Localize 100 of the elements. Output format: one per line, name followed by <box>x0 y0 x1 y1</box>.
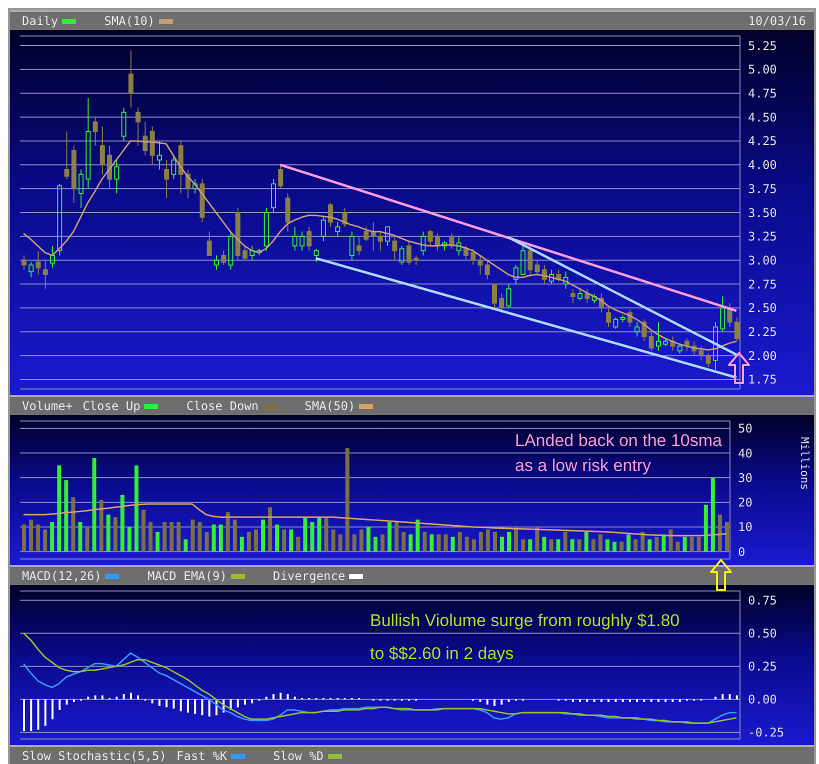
bar <box>72 699 75 702</box>
y-tick-label: 3.25 <box>748 230 777 244</box>
candlestick <box>128 50 134 108</box>
bar <box>380 534 385 552</box>
y-tick-label: 2.50 <box>748 301 777 316</box>
bar <box>296 536 300 552</box>
bar <box>598 534 602 552</box>
bar <box>186 699 189 713</box>
annotation: Bullish Violume surge from roughly $1.80 to $$2.60 in 2 days <box>370 610 681 665</box>
candlestick <box>78 169 84 208</box>
bar <box>556 539 560 552</box>
y-tick-label: 4.00 <box>748 158 777 172</box>
bar <box>678 699 681 702</box>
y-tick-label: -0.25 <box>748 726 784 740</box>
bar <box>572 699 574 702</box>
legend-label: Close Down <box>186 399 259 413</box>
bar <box>120 494 124 552</box>
bar <box>151 699 154 704</box>
candlestick <box>712 322 718 370</box>
legend-label: Close Up <box>82 399 140 413</box>
candlestick <box>50 245 56 268</box>
bar <box>265 696 268 700</box>
candlestick <box>86 98 91 190</box>
bar <box>614 699 617 702</box>
bar <box>608 699 610 702</box>
bar <box>648 539 652 552</box>
bar <box>303 517 308 552</box>
bar <box>662 534 666 552</box>
bar <box>486 699 488 705</box>
bar <box>226 512 230 552</box>
bar <box>282 529 286 552</box>
bar <box>366 526 370 552</box>
bar <box>359 529 364 552</box>
bar <box>593 699 596 702</box>
line-series <box>22 632 738 724</box>
bar <box>612 542 616 552</box>
bar <box>37 699 40 730</box>
text: Slow Stochastic(5,5) <box>22 749 166 763</box>
candlestick <box>221 250 226 266</box>
bar <box>22 524 26 552</box>
bar <box>116 696 118 700</box>
y-tick-label: 5.25 <box>748 38 777 53</box>
candlestick <box>563 271 568 290</box>
bar <box>137 695 140 700</box>
candlestick <box>420 231 426 256</box>
bar <box>620 542 624 552</box>
y-tick-label: 10 <box>738 520 752 534</box>
bar <box>422 532 427 552</box>
bar <box>464 536 469 552</box>
line-series <box>22 503 728 536</box>
text: 10/03/16 <box>748 14 806 28</box>
bar <box>324 517 328 552</box>
candlestick <box>164 160 170 199</box>
legend-label: SMA(10) <box>104 14 155 28</box>
bar <box>676 542 680 552</box>
legend-label: Slow %D <box>273 749 324 763</box>
candlestick <box>335 222 340 237</box>
bar <box>148 522 153 552</box>
bar <box>563 532 568 552</box>
bar <box>724 522 729 552</box>
bar <box>172 699 175 709</box>
bar <box>113 517 118 552</box>
bar <box>101 695 104 700</box>
bar <box>240 536 244 552</box>
bar <box>289 529 294 552</box>
bar <box>251 699 254 704</box>
bar <box>338 534 342 552</box>
y-tick-label: 3.00 <box>748 253 777 268</box>
legend-label: Fast %K <box>176 749 228 763</box>
bar <box>549 539 554 552</box>
y-tick-label: 20 <box>738 496 752 510</box>
bar <box>162 522 167 552</box>
bar <box>29 520 34 552</box>
bar <box>600 699 602 702</box>
bar <box>634 539 638 552</box>
bar <box>36 524 40 552</box>
candlestick <box>720 296 726 332</box>
candlestick <box>549 269 554 285</box>
bar <box>643 699 646 702</box>
bar <box>690 536 694 552</box>
y-tick-label: 0.00 <box>748 692 777 707</box>
bar <box>94 695 96 700</box>
bar <box>58 699 61 710</box>
bar <box>416 520 420 552</box>
bar <box>106 514 110 552</box>
bar <box>64 480 68 552</box>
bar <box>130 692 132 700</box>
bar <box>450 536 455 552</box>
bar <box>500 536 504 552</box>
candlestick <box>414 254 419 266</box>
bar <box>184 539 188 552</box>
bar <box>664 699 667 702</box>
candlestick <box>271 178 276 213</box>
bar <box>486 529 490 552</box>
bar <box>528 539 532 552</box>
y-tick-label: 30 <box>738 470 752 485</box>
y-tick-label: 2.75 <box>748 277 777 292</box>
bar <box>66 699 68 705</box>
y-tick-label: 5.00 <box>748 62 777 77</box>
bar <box>507 532 512 552</box>
